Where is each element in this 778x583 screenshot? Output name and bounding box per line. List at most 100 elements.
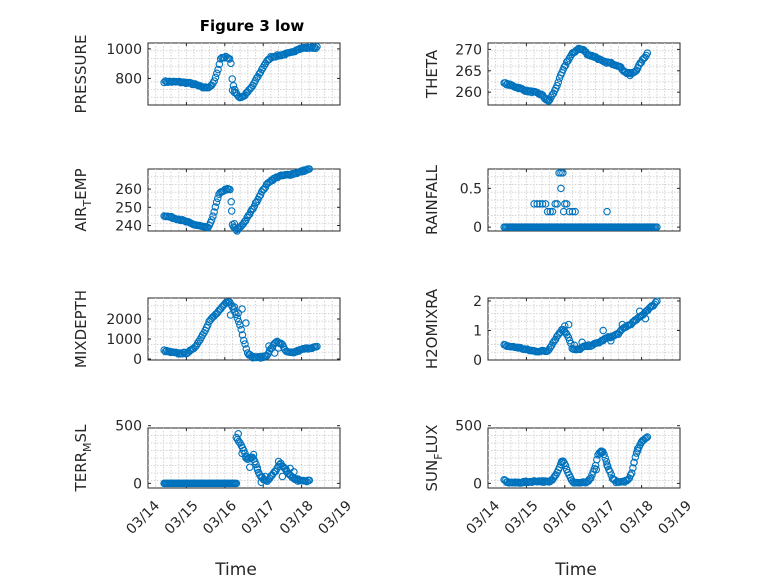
y-tick-label: 265 xyxy=(455,64,482,80)
data-point xyxy=(253,465,262,474)
data-point xyxy=(234,430,242,438)
data-point xyxy=(564,320,573,329)
x-tick-label: 03/17 xyxy=(239,498,279,538)
data-point xyxy=(210,312,218,320)
series-h2omixra xyxy=(500,297,661,356)
data-point xyxy=(240,336,248,345)
data-point xyxy=(570,341,579,349)
data-point xyxy=(210,77,218,85)
data-point xyxy=(546,207,554,216)
data-point xyxy=(562,200,571,208)
data-point xyxy=(211,310,220,319)
data-point xyxy=(249,450,258,459)
y-tick-label: 0 xyxy=(133,352,142,368)
x-tick-label: 03/19 xyxy=(655,498,695,538)
data-point xyxy=(630,458,638,467)
data-point xyxy=(213,69,221,77)
x-tick-label: 03/14 xyxy=(463,498,503,538)
y-tick-label: 800 xyxy=(115,71,142,87)
y-tick-label: 0 xyxy=(473,353,482,369)
data-point xyxy=(242,319,250,327)
data-point xyxy=(530,200,538,208)
series-theta xyxy=(500,44,652,105)
subplot-h2omixra: 0 1 2 H2OMIXRA xyxy=(423,288,681,369)
y-axis-label: H2OMIXRA xyxy=(423,288,441,369)
data-point xyxy=(629,68,637,77)
data-point xyxy=(305,165,314,173)
x-tick-label: 03/15 xyxy=(162,498,202,538)
data-point xyxy=(565,54,573,63)
data-point xyxy=(313,342,321,351)
data-point xyxy=(228,86,237,94)
data-point xyxy=(557,457,566,466)
y-tick-label: 1000 xyxy=(106,332,142,348)
data-point xyxy=(653,223,661,231)
data-point xyxy=(599,326,607,335)
x-tick-label: 03/18 xyxy=(617,498,657,538)
data-point xyxy=(536,200,544,208)
data-point xyxy=(568,207,577,216)
data-point xyxy=(538,200,547,208)
data-point xyxy=(261,472,269,481)
data-point xyxy=(252,460,260,469)
x-axis-label: Time xyxy=(554,560,597,580)
data-point xyxy=(305,476,314,485)
data-point xyxy=(230,219,239,228)
data-point xyxy=(227,207,236,215)
data-point xyxy=(313,43,321,51)
data-point xyxy=(637,438,646,446)
data-point xyxy=(543,207,552,216)
series-sun-flux xyxy=(500,433,652,487)
data-point xyxy=(232,479,241,488)
data-point xyxy=(548,476,557,484)
x-tick-label: 03/14 xyxy=(123,498,163,538)
data-point xyxy=(250,202,259,210)
y-tick-label: 0 xyxy=(473,476,482,492)
data-point xyxy=(225,55,234,63)
data-point xyxy=(209,212,217,220)
data-point xyxy=(583,342,592,351)
data-point xyxy=(643,49,652,57)
data-point xyxy=(257,352,266,361)
data-point xyxy=(232,433,241,442)
subplot-air-temp: 240 250 260 AIRTEMP xyxy=(72,165,341,235)
x-axis-label: Time xyxy=(214,560,257,580)
data-point xyxy=(553,81,561,90)
data-point xyxy=(226,311,235,319)
x-tick-label: 03/18 xyxy=(277,498,317,538)
data-point xyxy=(588,471,596,479)
data-point xyxy=(561,61,570,70)
data-point xyxy=(562,465,571,474)
data-point xyxy=(242,345,251,353)
data-point xyxy=(571,207,579,216)
data-point xyxy=(257,478,266,486)
data-point xyxy=(634,445,642,453)
data-point xyxy=(290,468,298,476)
data-point xyxy=(244,211,253,220)
y-tick-label: 1 xyxy=(473,323,482,339)
data-point xyxy=(553,200,561,208)
data-point xyxy=(282,466,290,475)
data-point xyxy=(548,91,557,99)
data-point xyxy=(246,350,254,359)
y-axis-label: AIRTEMP xyxy=(72,168,94,231)
data-point xyxy=(641,314,650,323)
data-point xyxy=(544,97,553,105)
x-tick-label: 03/19 xyxy=(315,498,355,538)
data-point xyxy=(557,184,565,193)
data-point xyxy=(242,454,250,462)
data-point xyxy=(233,227,241,235)
data-point xyxy=(238,331,247,339)
data-point xyxy=(237,325,245,334)
data-point xyxy=(561,461,570,470)
data-point xyxy=(554,78,563,87)
data-point xyxy=(233,314,242,322)
data-point xyxy=(240,217,249,226)
series-air-temp xyxy=(160,165,314,235)
data-point xyxy=(587,474,595,482)
data-point xyxy=(642,434,650,442)
x-tick-label: 03/17 xyxy=(579,498,619,538)
figure-title: Figure 3 low xyxy=(200,17,305,35)
series-pressure xyxy=(160,43,321,102)
